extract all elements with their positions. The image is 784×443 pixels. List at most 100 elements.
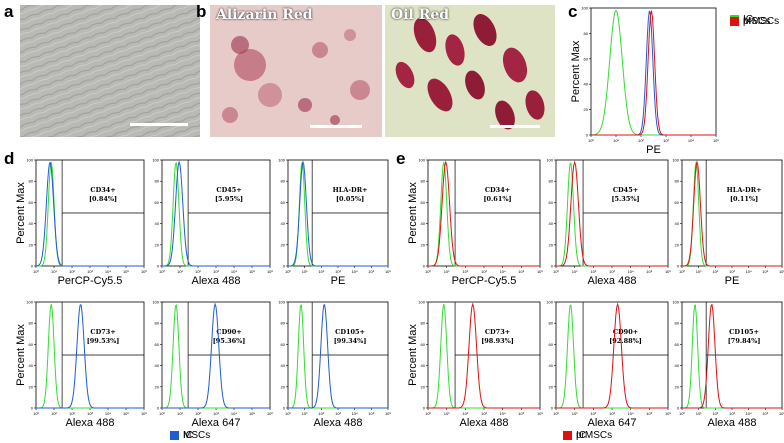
- x-tick-label: 10²: [590, 411, 596, 416]
- x-tick-label: 10¹: [51, 269, 57, 274]
- x-tick-label: 10⁴: [746, 269, 752, 274]
- x-axis-label: Alexa 488: [314, 417, 363, 429]
- y-tick-label: 20: [675, 242, 680, 247]
- y-tick-label: 100: [152, 300, 159, 305]
- x-tick-label: 10⁰: [679, 411, 685, 416]
- scale-bar: [310, 125, 362, 128]
- x-tick-label: 10⁵: [762, 411, 768, 416]
- gate-label: CD73+: [485, 328, 510, 336]
- x-tick-label: 10⁰: [285, 269, 291, 274]
- x-axis-label: Alexa 488: [192, 275, 241, 287]
- x-tick-label: 10⁵: [518, 411, 524, 416]
- y-tick-label: 60: [584, 56, 589, 61]
- y-tick-label: 80: [584, 31, 589, 36]
- gate-percentage: [0.11%]: [730, 195, 758, 203]
- x-tick-label: 10⁴: [628, 269, 634, 274]
- series-line-prmscs: [556, 160, 668, 267]
- y-tick-label: 80: [155, 321, 160, 326]
- x-axis-label: Alexa 488: [460, 417, 509, 429]
- x-tick-label: 10¹: [696, 411, 702, 416]
- y-tick-label: 0: [283, 406, 286, 411]
- legend-label: IC: [743, 14, 753, 25]
- x-tick-label: 10²: [195, 269, 201, 274]
- gate-label: CD45+: [613, 186, 638, 194]
- gate-label: CD90+: [216, 328, 241, 336]
- gate-label: CD34+: [485, 186, 510, 194]
- x-axis-label: Alexa 488: [66, 417, 115, 429]
- x-tick-label: 10⁴: [105, 411, 111, 416]
- y-tick-label: 40: [549, 363, 554, 368]
- y-tick-label: 0: [31, 264, 34, 269]
- panel-label-b: b: [196, 2, 207, 21]
- x-tick-label: 10¹: [51, 411, 57, 416]
- y-tick-label: 0: [423, 264, 426, 269]
- gate-percentage: [99.53%]: [87, 337, 120, 345]
- x-tick-label: 10²: [69, 411, 75, 416]
- y-tick-label: 80: [155, 179, 160, 184]
- x-axis-label: Alexa 488: [708, 417, 757, 429]
- series-line-prmscs: [556, 302, 668, 409]
- x-axis-label: PE: [725, 275, 740, 287]
- gate-label: CD90+: [613, 328, 638, 336]
- y-tick-label: 80: [421, 179, 426, 184]
- y-tick-label: 0: [31, 406, 34, 411]
- x-tick-label: 10⁴: [231, 269, 237, 274]
- series-line-ic: [428, 304, 540, 409]
- series-line-ic: [162, 304, 270, 409]
- panel-label-e: e: [396, 149, 406, 168]
- x-tick-label: 10²: [195, 411, 201, 416]
- y-tick-label: 80: [29, 321, 34, 326]
- y-tick-label: 100: [26, 158, 33, 163]
- y-tick-label: 40: [421, 363, 426, 368]
- y-tick-label: 20: [421, 242, 426, 247]
- x-tick-label: 10¹: [302, 269, 308, 274]
- series-line-mscs: [162, 160, 270, 267]
- x-tick-label: 10⁶: [141, 269, 147, 274]
- legend-swatch-mscs: [170, 431, 179, 440]
- y-tick-label: 80: [675, 179, 680, 184]
- gate-label: CD73+: [90, 328, 115, 336]
- y-tick-label: 0: [283, 264, 286, 269]
- gate-percentage: [0.05%]: [336, 195, 364, 203]
- x-tick-label: 10⁶: [141, 411, 147, 416]
- y-tick-label: 40: [281, 363, 286, 368]
- x-axis-label: PerCP-Cy5.5: [452, 275, 517, 287]
- stain-label-oil: Oil Red: [391, 7, 450, 23]
- y-tick-label: 0: [157, 264, 160, 269]
- micrograph-culture: [20, 5, 200, 137]
- y-tick-label: 0: [551, 406, 554, 411]
- x-tick-label: 10³: [87, 411, 93, 416]
- x-tick-label: 10²: [638, 138, 644, 143]
- series-line-mscs: [162, 302, 270, 409]
- x-tick-label: 10⁶: [385, 411, 391, 416]
- y-tick-label: 0: [677, 406, 680, 411]
- panel-label-d: d: [4, 149, 15, 168]
- y-tick-label: 20: [584, 107, 589, 112]
- y-tick-label: 0: [157, 406, 160, 411]
- gate-label: HLA-DR+: [333, 186, 368, 194]
- x-tick-label: 10⁰: [285, 411, 291, 416]
- gate-percentage: [5.95%]: [215, 195, 243, 203]
- x-tick-label: 10⁰: [425, 411, 431, 416]
- gate-label: CD34+: [90, 186, 115, 194]
- x-tick-label: 10¹: [572, 411, 578, 416]
- x-tick-label: 10⁵: [646, 411, 652, 416]
- x-tick-label: 10⁰: [553, 411, 559, 416]
- x-tick-label: 10¹: [177, 269, 183, 274]
- x-tick-label: 10²: [462, 269, 468, 274]
- y-tick-label: 80: [281, 179, 286, 184]
- y-tick-label: 60: [29, 342, 34, 347]
- x-tick-label: 10⁴: [352, 411, 358, 416]
- gate-percentage: [5.35%]: [611, 195, 639, 203]
- y-tick-label: 40: [675, 221, 680, 226]
- y-tick-label: 20: [675, 384, 680, 389]
- y-tick-label: 60: [281, 200, 286, 205]
- x-tick-label: 10³: [213, 411, 219, 416]
- x-tick-label: 10⁵: [762, 269, 768, 274]
- y-tick-label: 20: [155, 384, 160, 389]
- x-tick-label: 10³: [335, 269, 341, 274]
- legend-label: IC: [183, 430, 193, 441]
- series-line-prmscs: [591, 10, 716, 136]
- y-tick-label: 60: [281, 342, 286, 347]
- x-tick-label: 10⁵: [249, 411, 255, 416]
